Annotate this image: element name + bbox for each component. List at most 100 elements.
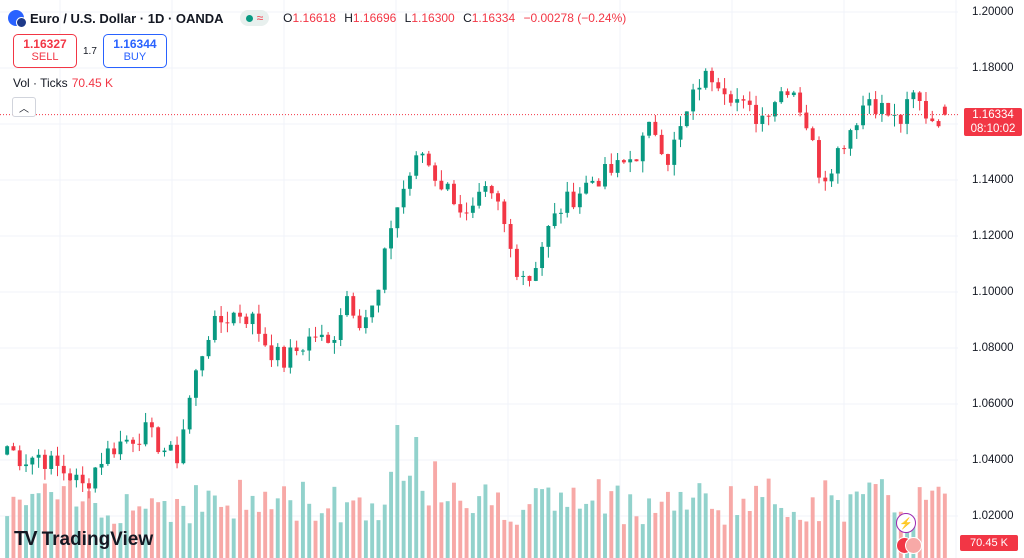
candle-body bbox=[288, 347, 293, 368]
candle-body bbox=[703, 70, 708, 88]
volume-bar bbox=[867, 482, 872, 558]
candle-body bbox=[678, 126, 683, 140]
volume-bar bbox=[357, 497, 362, 558]
volume-bar bbox=[741, 498, 746, 558]
candle-body bbox=[294, 347, 299, 352]
candle-body bbox=[924, 101, 928, 119]
candle-body bbox=[225, 322, 230, 324]
candle-body bbox=[735, 99, 740, 103]
volume-bar bbox=[5, 516, 10, 558]
candle-body bbox=[546, 226, 551, 247]
low-label: L bbox=[404, 11, 412, 25]
volume-bar bbox=[313, 520, 318, 558]
volume-bar bbox=[754, 485, 759, 558]
candle-body bbox=[332, 339, 337, 343]
volume-bar bbox=[433, 461, 438, 558]
market-status[interactable]: ≈ bbox=[239, 10, 270, 26]
volume-bar bbox=[659, 501, 664, 558]
candle-body bbox=[892, 114, 897, 116]
volume-bar bbox=[722, 524, 727, 558]
volume-bar bbox=[817, 521, 821, 558]
candle-body bbox=[61, 465, 66, 474]
candle-body bbox=[571, 191, 576, 208]
candle-body bbox=[886, 102, 891, 116]
candle-body bbox=[634, 159, 639, 162]
volume-bar bbox=[363, 520, 368, 558]
candle-body bbox=[716, 82, 721, 89]
symbol-title[interactable]: Euro / U.S. Dollar · 1D · OANDA bbox=[30, 10, 224, 26]
tradingview-logo[interactable]: TV TradingView bbox=[14, 528, 153, 551]
volume-bar bbox=[332, 486, 337, 558]
volume-bar bbox=[231, 518, 236, 558]
volume-bar bbox=[370, 503, 375, 558]
bar-countdown: 08:10:02 bbox=[970, 123, 1016, 135]
candle-body bbox=[867, 99, 872, 106]
volume-bar bbox=[288, 500, 293, 558]
volume-bar bbox=[181, 505, 186, 558]
volume-bar bbox=[590, 500, 595, 558]
volume-bar bbox=[584, 503, 589, 558]
candle-body bbox=[131, 439, 135, 444]
volume-bar bbox=[672, 510, 677, 558]
volume-bar bbox=[395, 425, 400, 558]
volume-bar bbox=[162, 501, 167, 558]
volume-bar bbox=[804, 521, 809, 558]
volume-bar bbox=[275, 498, 280, 558]
candle-body bbox=[527, 275, 532, 281]
volume-bar bbox=[256, 511, 261, 558]
volume-bar bbox=[779, 507, 784, 558]
volume-bar bbox=[678, 491, 683, 558]
open-label: O bbox=[283, 11, 293, 25]
candle-body bbox=[105, 448, 110, 464]
price-axis-label: 1.20000 bbox=[972, 6, 1014, 18]
volume-bar bbox=[11, 496, 16, 558]
volume-legend[interactable]: Vol · Ticks 70.45 K bbox=[13, 76, 113, 90]
volume-bar bbox=[559, 492, 563, 558]
buy-button[interactable]: 1.16344 BUY bbox=[102, 34, 167, 68]
candle-body bbox=[168, 444, 173, 451]
candle-body bbox=[521, 275, 526, 277]
economic-events-icon[interactable] bbox=[896, 537, 924, 554]
volume-bar bbox=[175, 498, 180, 558]
volume-bar bbox=[212, 495, 217, 558]
volume-bar bbox=[338, 522, 343, 558]
current-price: 1.16334 bbox=[972, 109, 1014, 121]
sell-button[interactable]: 1.16327 SELL bbox=[13, 34, 77, 68]
volume-bar bbox=[886, 495, 891, 558]
candle-body bbox=[470, 205, 475, 213]
candle-body bbox=[665, 154, 670, 165]
candle-body bbox=[458, 204, 463, 213]
candle-body bbox=[137, 443, 142, 445]
volume-bar bbox=[785, 517, 790, 558]
close-label: C bbox=[463, 11, 472, 25]
volume-bar bbox=[533, 488, 538, 558]
volume-bar bbox=[345, 502, 349, 558]
volume-bar bbox=[17, 499, 22, 558]
volume-bar bbox=[577, 508, 582, 558]
price-axis-label: 1.18000 bbox=[972, 62, 1014, 74]
volume-bar bbox=[74, 506, 79, 558]
candle-body bbox=[256, 313, 261, 334]
candle-body bbox=[300, 350, 305, 352]
volume-bar bbox=[414, 437, 419, 558]
volume-bar bbox=[93, 503, 98, 558]
candle-body bbox=[382, 248, 387, 290]
volume-value: 70.45 K bbox=[71, 76, 114, 90]
volume-bar bbox=[684, 509, 689, 558]
candle-body bbox=[17, 450, 22, 467]
volume-bar bbox=[80, 501, 85, 558]
volume-bar bbox=[861, 494, 865, 558]
volume-bar bbox=[282, 486, 287, 558]
candle-body bbox=[87, 483, 91, 489]
volume-bar bbox=[873, 484, 878, 558]
volume-bar bbox=[521, 509, 526, 558]
candle-body bbox=[861, 105, 865, 126]
volume-bar bbox=[735, 515, 740, 558]
volume-bar bbox=[835, 500, 840, 558]
collapse-legend-button[interactable]: ︿ bbox=[12, 97, 36, 117]
volume-bar bbox=[137, 506, 142, 558]
flash-icon[interactable]: ⚡ bbox=[896, 513, 916, 533]
volume-bar bbox=[710, 508, 714, 558]
volume-bar bbox=[527, 504, 532, 558]
